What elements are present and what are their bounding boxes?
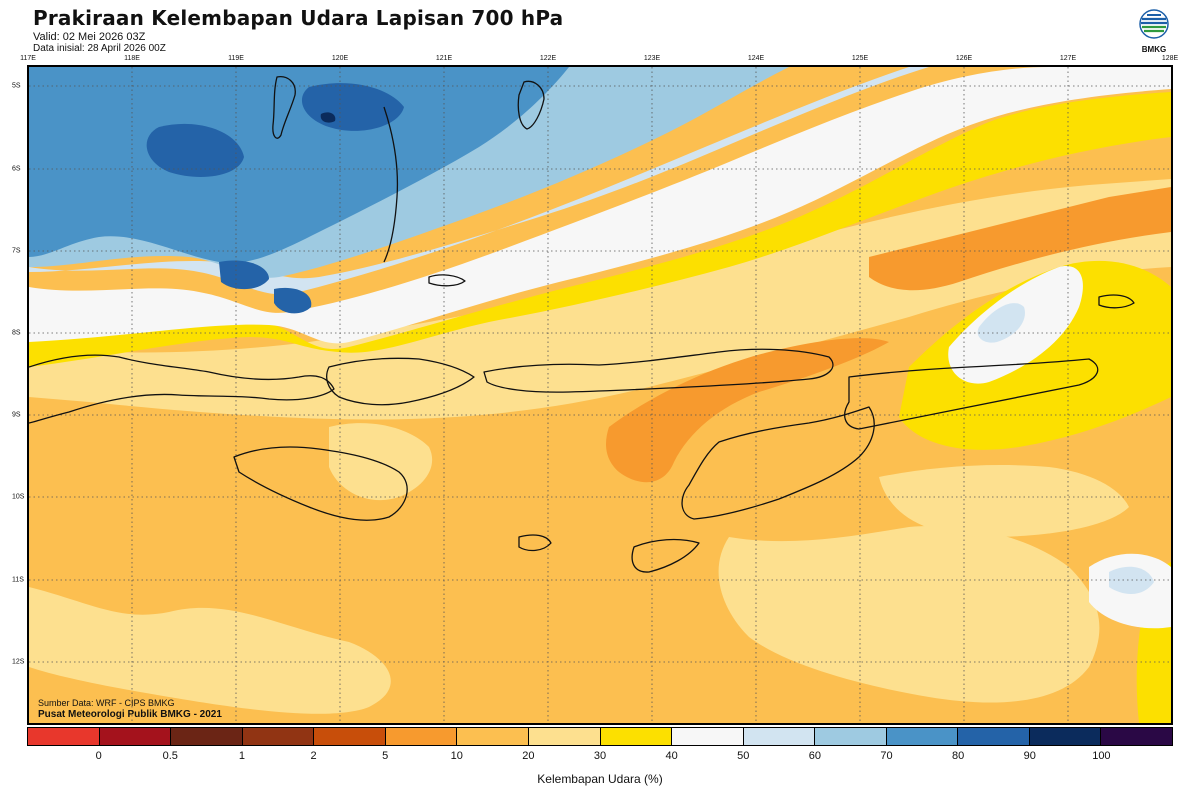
organization: Pusat Meteorologi Publik BMKG - 2021 <box>38 709 222 720</box>
lat-label: 10S <box>12 493 25 501</box>
colorbar-box <box>385 728 458 745</box>
lon-label: 118E <box>124 55 140 62</box>
lat-label: 11S <box>12 576 24 584</box>
colorbar-tick-label: 60 <box>808 750 821 762</box>
lon-label: 127E <box>1059 55 1077 62</box>
colorbar-tick-label: 50 <box>737 750 750 762</box>
colorbar-tick-label: 40 <box>665 750 678 762</box>
colorbar-unit: Kelembapan Udara (%) <box>537 772 663 786</box>
lat-label: 7S <box>12 247 21 255</box>
coast-wetar <box>844 358 1099 430</box>
lon-label: 119E <box>228 55 244 62</box>
colorbar-box <box>672 728 744 745</box>
lon-label: 125E <box>851 55 869 62</box>
bmkg-logo-icon <box>1139 9 1169 39</box>
lon-label: 117E <box>20 55 36 62</box>
band-20-30-south-east <box>718 526 1100 703</box>
colorbar-tick-label: 1 <box>238 750 245 762</box>
lon-label: 128E <box>1161 55 1179 62</box>
colorbar-tick-label: 0.5 <box>162 750 178 762</box>
colorbar-box <box>743 728 816 745</box>
band-20-30-timor-south <box>879 465 1129 537</box>
lon-label: 124E <box>747 55 765 62</box>
coast-banda-islands <box>428 274 466 287</box>
band-90-100 <box>320 112 336 123</box>
colorbar-box <box>242 728 315 745</box>
coast-lombok-bali <box>29 354 335 424</box>
colorbar-tick-label: 100 <box>1092 750 1111 762</box>
colorbar <box>27 727 1173 746</box>
lat-label: 5S <box>12 82 21 90</box>
init-time: Data inisial: 28 April 2026 00Z <box>33 43 166 54</box>
map-title: Prakiraan Kelembapan Udara Lapisan 700 h… <box>33 6 564 30</box>
coast-sulawesi-south <box>383 106 399 263</box>
band-70-80 <box>29 67 569 263</box>
band-20-30-central <box>29 179 1171 420</box>
colorbar-tick-label: 10 <box>450 750 463 762</box>
coastlines <box>29 76 1135 573</box>
bmkg-logo: BMKG <box>1132 8 1176 56</box>
band-30-40 <box>29 92 1171 367</box>
lat-label: 8S <box>12 329 21 337</box>
coast-savu <box>518 534 552 552</box>
colorbar-box <box>1101 728 1172 745</box>
colorbar-box <box>1029 728 1102 745</box>
colorbar-tick-label: 70 <box>880 750 893 762</box>
lat-label: 6S <box>12 165 21 173</box>
coast-flores <box>483 348 834 393</box>
band-80-90-d <box>274 287 312 314</box>
lon-label: 121E <box>435 55 453 62</box>
colorbar-box <box>457 728 529 745</box>
band-80-90-a <box>146 123 244 177</box>
coast-timor <box>681 406 875 520</box>
colorbar-box <box>528 728 601 745</box>
colorbar-box <box>314 728 386 745</box>
graticule <box>29 67 1171 723</box>
colorbar-box <box>600 728 673 745</box>
band-50-60-banda <box>977 303 1025 343</box>
lat-label: 12S <box>12 658 25 666</box>
coast-sumbawa <box>326 357 475 406</box>
colorbar-tick-label: 2 <box>310 750 317 762</box>
band-80-90-c <box>219 260 269 290</box>
colorbar-tick-label: 0 <box>95 750 102 762</box>
lat-label: 9S <box>12 411 21 419</box>
coast-buton <box>517 80 545 130</box>
colorbar-tick-label: 80 <box>952 750 965 762</box>
humidity-map <box>27 65 1173 725</box>
lon-label: 126E <box>955 55 973 62</box>
band-40-50 <box>29 67 1171 344</box>
colorbar-tick-label: 90 <box>1023 750 1036 762</box>
valid-time: Valid: 02 Mei 2026 03Z <box>33 31 146 43</box>
coast-selayar <box>272 76 296 139</box>
colorbar-box <box>28 728 100 745</box>
lon-label: 122E <box>539 55 557 62</box>
data-source: Sumber Data: WRF - CIPS BMKG <box>38 698 175 708</box>
colorbar-tick-label: 20 <box>522 750 535 762</box>
lon-label: 120E <box>331 55 349 62</box>
colorbar-tick-label: 30 <box>593 750 607 762</box>
band-5-10-east <box>869 187 1171 291</box>
colorbar-box <box>815 728 887 745</box>
humidity-field <box>29 67 1171 723</box>
colorbar-tick-label: 5 <box>382 750 389 762</box>
logo-text: BMKG <box>1141 45 1167 54</box>
colorbar-box <box>958 728 1030 745</box>
coast-sumba <box>233 446 408 521</box>
coast-rote <box>631 538 700 573</box>
colorbar-box <box>171 728 243 745</box>
lon-label: 123E <box>643 55 661 62</box>
coast-tanimbar <box>1098 294 1135 309</box>
colorbar-box <box>99 728 172 745</box>
colorbar-box <box>886 728 959 745</box>
band-20-30-south-west <box>29 587 391 714</box>
band-5-10-streak <box>606 338 889 483</box>
